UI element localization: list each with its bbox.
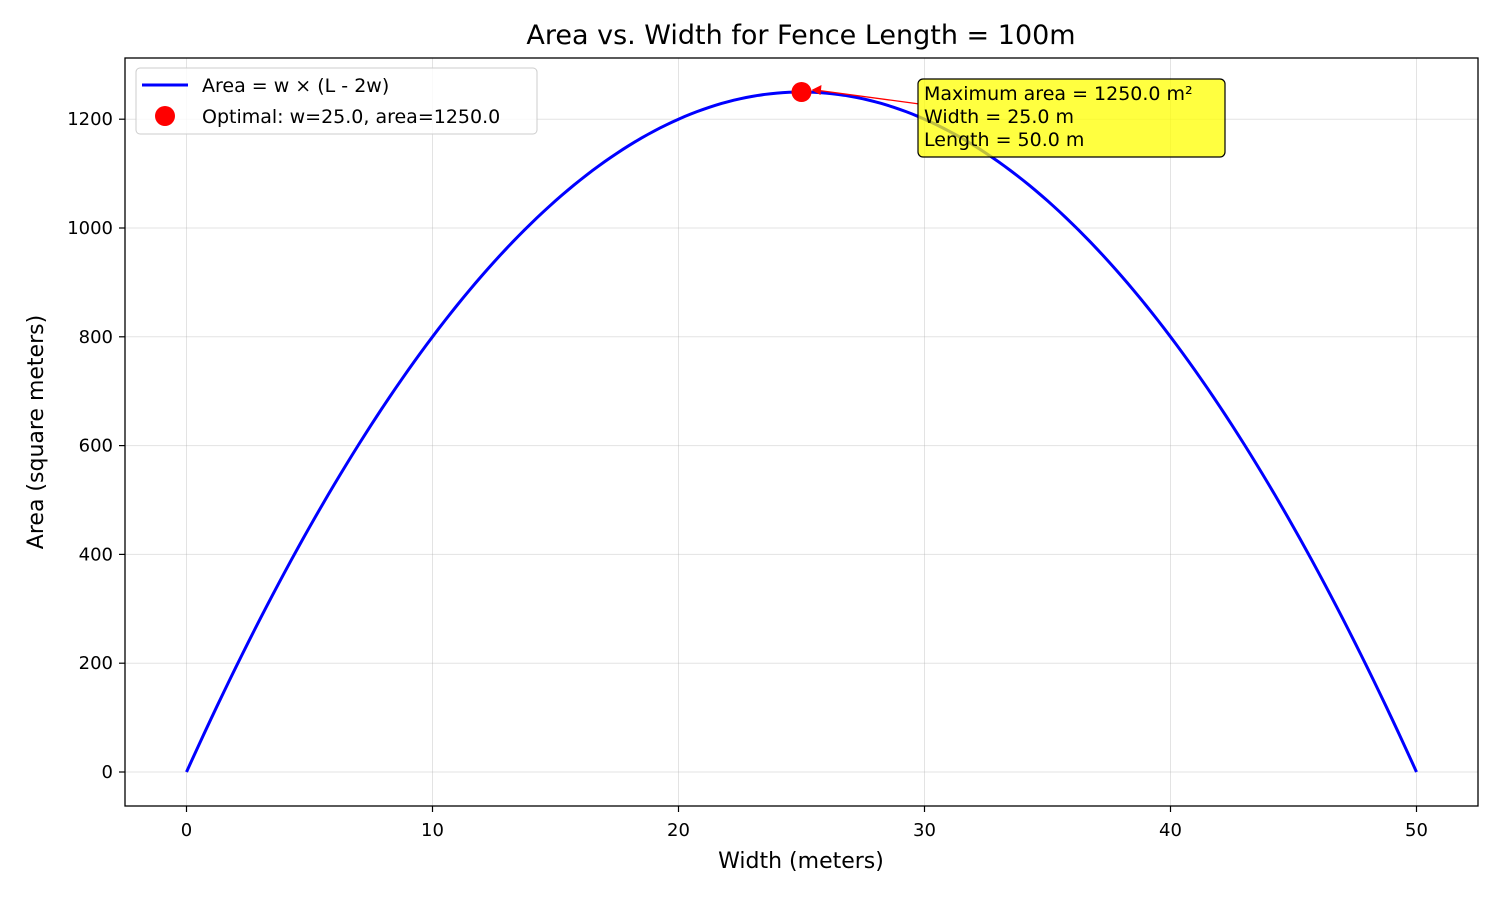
chart-title: Area vs. Width for Fence Length = 100m <box>526 20 1075 51</box>
legend-frame <box>135 67 538 135</box>
x-axis: 0 10 20 30 40 50 <box>181 806 1428 841</box>
annotation-text-line: Width = 25.0 m <box>924 106 1074 128</box>
plot-frame <box>124 57 1479 807</box>
y-axis: 0 200 400 600 800 1000 1200 <box>67 109 125 783</box>
annotation-text-line: Length = 50.0 m <box>924 129 1084 151</box>
legend-dot-swatch <box>155 106 175 126</box>
x-tick-label: 50 <box>1405 820 1428 841</box>
y-tick-label: 1200 <box>67 109 113 130</box>
grid <box>125 58 1478 806</box>
series-layer <box>185 82 1418 773</box>
y-tick-label: 1000 <box>67 218 113 239</box>
y-tick-label: 800 <box>79 327 113 348</box>
annotation-arrow <box>815 89 919 105</box>
x-tick-label: 10 <box>421 820 444 841</box>
x-tick-label: 20 <box>667 820 690 841</box>
legend: Area = w × (L - 2w) Optimal: w=25.0, are… <box>135 67 538 135</box>
y-tick-label: 0 <box>102 762 113 783</box>
annotation-arrowhead <box>811 85 822 95</box>
x-axis-label: Width (meters) <box>718 849 884 874</box>
legend-entry-optimal: Optimal: w=25.0, area=1250.0 <box>202 106 500 128</box>
x-tick-label: 40 <box>1159 820 1182 841</box>
y-tick-label: 400 <box>79 544 113 565</box>
annotation-box <box>917 78 1226 158</box>
y-axis-label: Area (square meters) <box>24 315 49 549</box>
x-tick-label: 30 <box>913 820 936 841</box>
y-tick-label: 200 <box>79 653 113 674</box>
x-tick-label: 0 <box>181 820 192 841</box>
optimal-point-marker <box>791 82 812 102</box>
series-line-area <box>185 90 1418 773</box>
legend-entry-area: Area = w × (L - 2w) <box>202 75 389 97</box>
annotation-text-line: Maximum area = 1250.0 m² <box>924 83 1193 105</box>
y-tick-label: 600 <box>79 436 113 457</box>
